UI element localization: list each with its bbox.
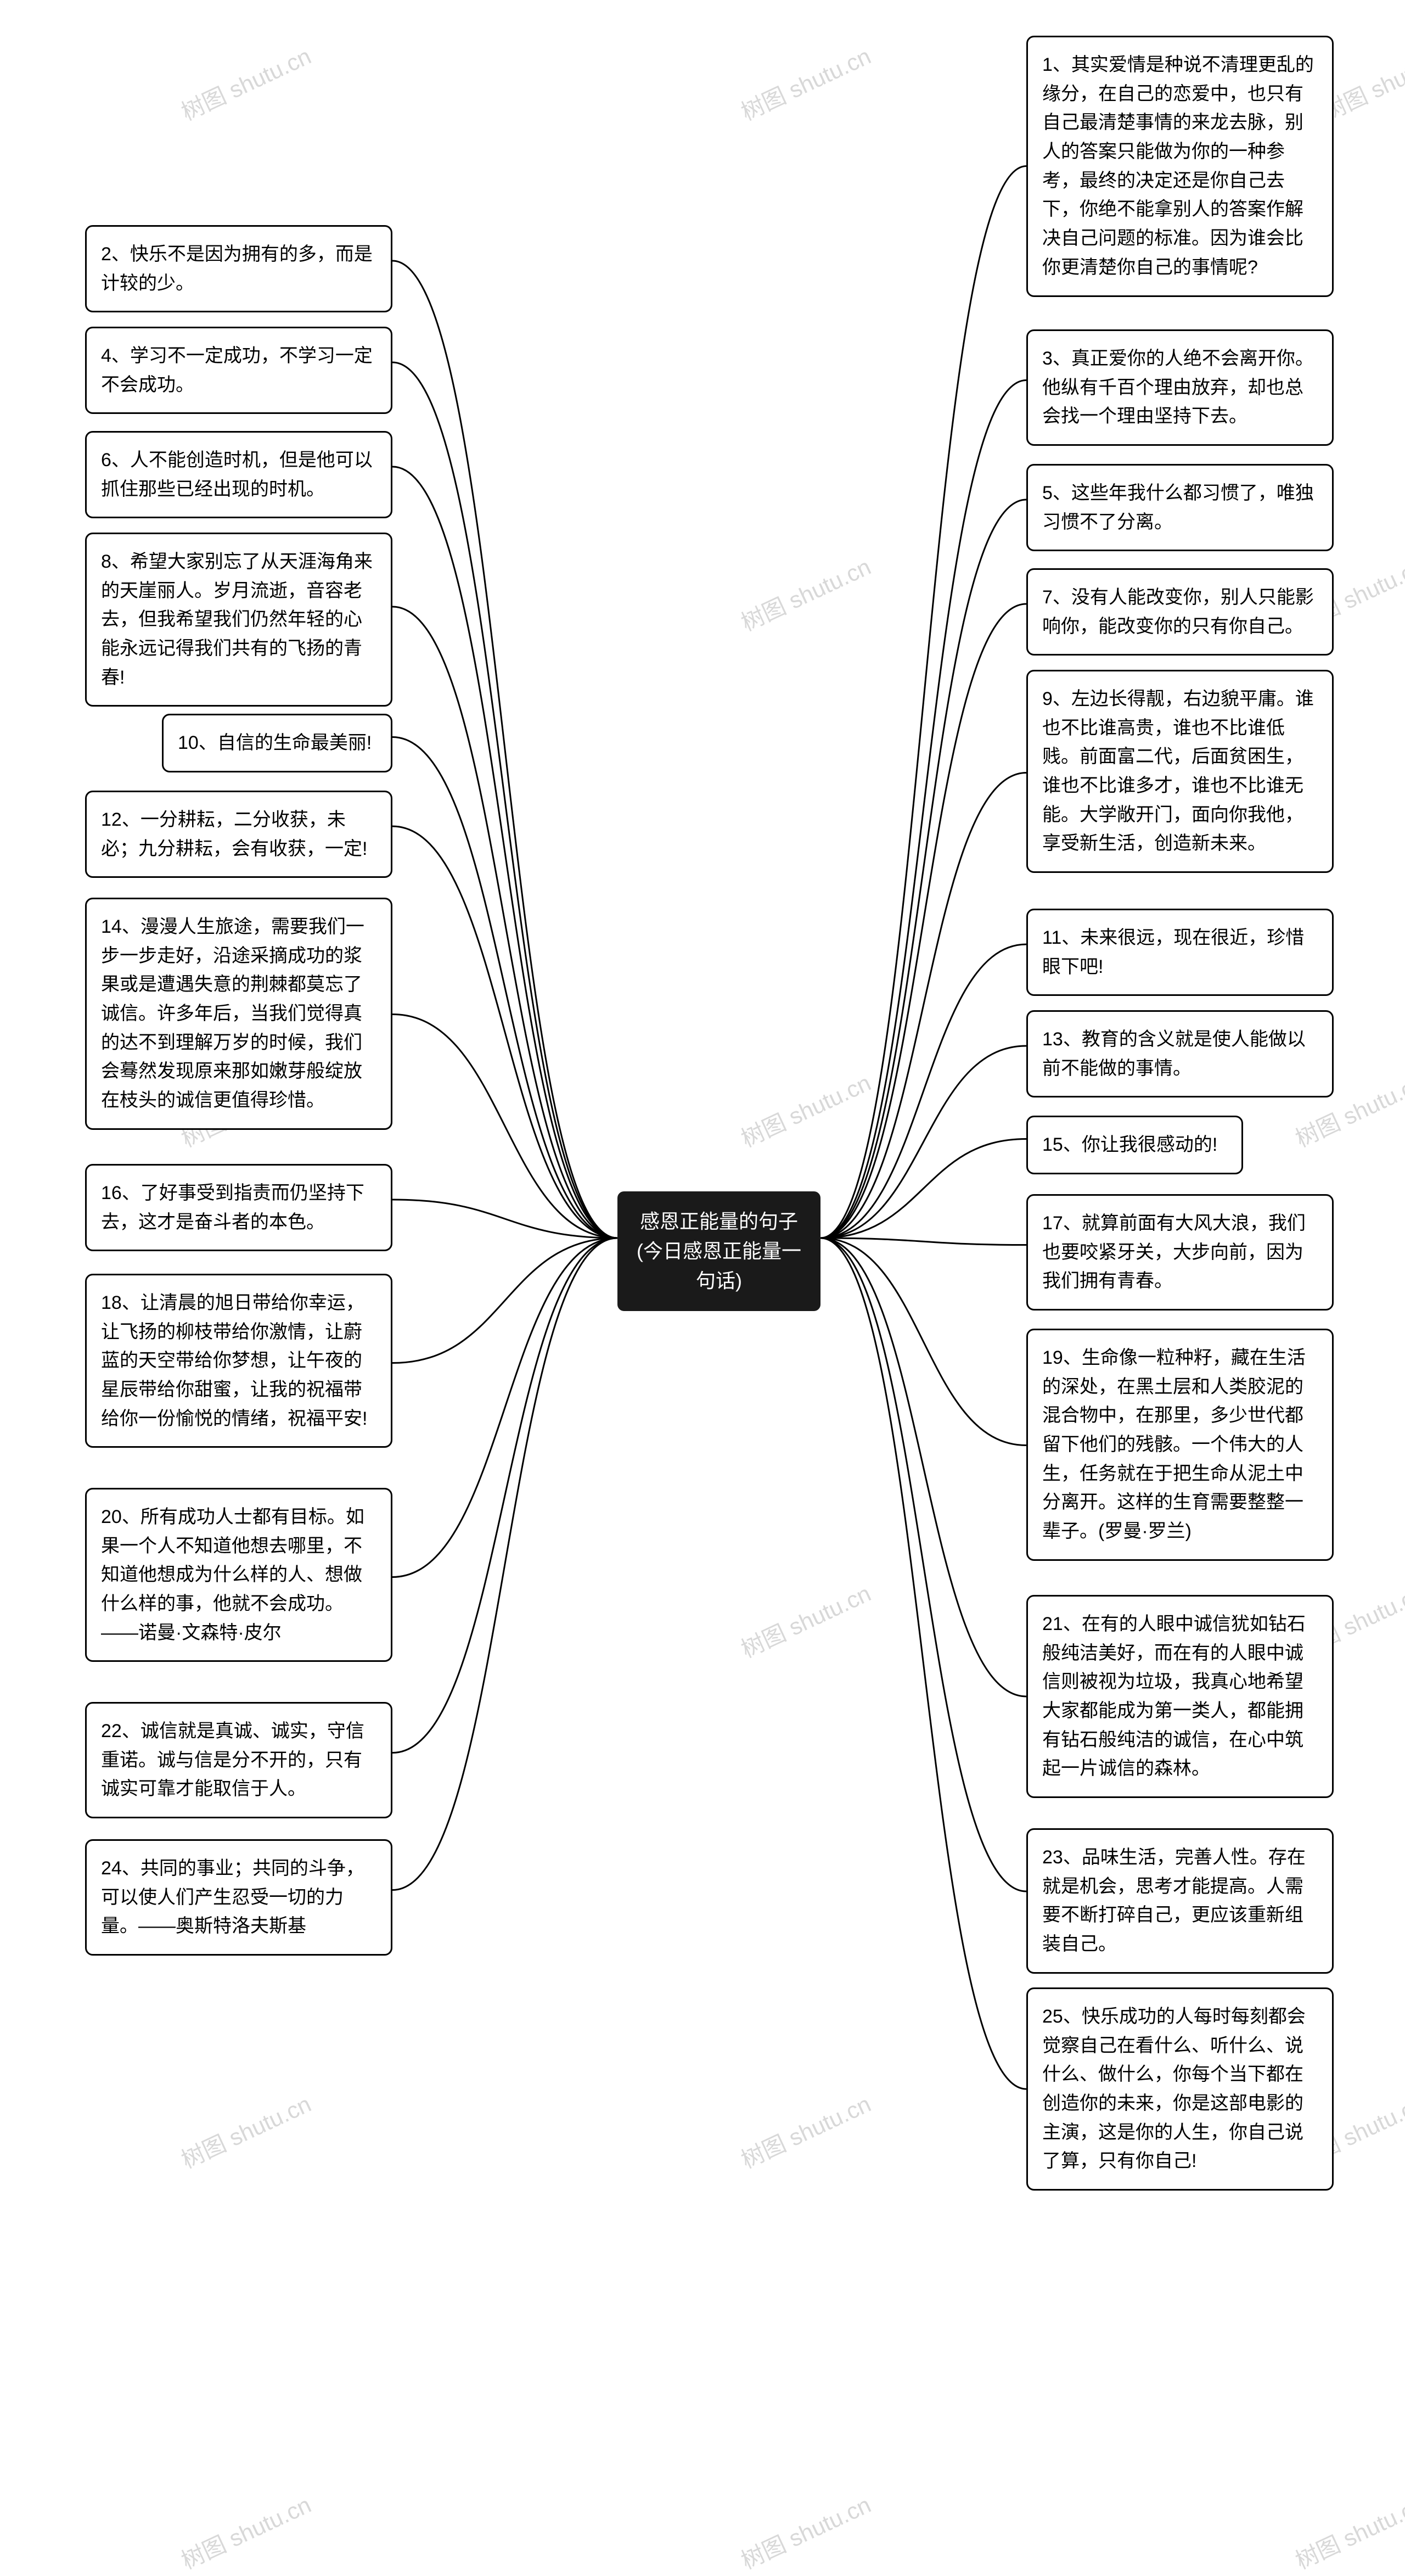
mindmap-leaf-19: 19、生命像一粒种籽，藏在生活的深处，在黑土层和人类胶泥的混合物中，在那里，多少… [1026,1329,1334,1561]
mindmap-leaf-10: 10、自信的生命最美丽! [162,714,392,772]
edge-1 [820,166,1026,1239]
leaf-text: 12、一分耕耘，二分收获，未必；九分耕耘，会有收获，一定! [101,809,367,859]
mindmap-leaf-8: 8、希望大家别忘了从天涯海角来的天崖丽人。岁月流逝，音容老去，但我希望我们仍然年… [85,533,392,707]
edge-8 [392,607,617,1238]
edge-3 [820,380,1026,1239]
leaf-text: 18、让清晨的旭日带给你幸运，让飞扬的柳枝带给你激情，让蔚蓝的天空带给你梦想，让… [101,1292,367,1429]
leaf-text: 25、快乐成功的人每时每刻都会觉察自己在看什么、听什么、说什么、做什么，你每个当… [1042,2006,1306,2171]
mindmap-leaf-21: 21、在有的人眼中诚信犹如钻石般纯洁美好，而在有的人眼中诚信则被视为垃圾，我真心… [1026,1595,1334,1798]
edge-20 [392,1238,617,1577]
mindmap-leaf-17: 17、就算前面有大风大浪，我们也要咬紧牙关，大步向前，因为我们拥有青春。 [1026,1194,1334,1311]
leaf-text: 3、真正爱你的人绝不会离开你。他纵有千百个理由放弃，却也总会找一个理由坚持下去。 [1042,348,1314,427]
leaf-text: 20、所有成功人士都有目标。如果一个人不知道他想去哪里，不知道他想成为什么样的人… [101,1507,364,1643]
mindmap-leaf-12: 12、一分耕耘，二分收获，未必；九分耕耘，会有收获，一定! [85,791,392,878]
mindmap-leaf-4: 4、学习不一定成功，不学习一定不会成功。 [85,327,392,414]
leaf-text: 15、你让我很感动的! [1042,1134,1217,1155]
mindmap-leaf-18: 18、让清晨的旭日带给你幸运，让飞扬的柳枝带给你激情，让蔚蓝的天空带给你梦想，让… [85,1274,392,1448]
edge-2 [392,261,617,1238]
mindmap-leaf-2: 2、快乐不是因为拥有的多，而是计较的少。 [85,225,392,312]
leaf-text: 9、左边长得靓，右边貌平庸。谁也不比谁高贵，谁也不比谁低贱。前面富二代，后面贫困… [1042,688,1314,854]
mindmap-center-node: 感恩正能量的句子(今日感恩正能量一句话) [617,1191,820,1311]
edge-23 [820,1238,1026,1891]
center-label: 感恩正能量的句子(今日感恩正能量一句话) [637,1210,801,1292]
leaf-text: 14、漫漫人生旅途，需要我们一步一步走好，沿途采摘成功的浆果或是遭遇失意的荆棘都… [101,916,364,1111]
mindmap-leaf-16: 16、了好事受到指责而仍坚持下去，这才是奋斗者的本色。 [85,1164,392,1251]
edge-6 [392,467,617,1238]
mindmap-leaf-23: 23、品味生活，完善人性。存在就是机会，思考才能提高。人需要不断打碎自己，更应该… [1026,1828,1334,1974]
leaf-text: 16、了好事受到指责而仍坚持下去，这才是奋斗者的本色。 [101,1183,364,1233]
edge-21 [820,1238,1026,1696]
leaf-text: 22、诚信就是真诚、诚实，守信重诺。诚与信是分不开的，只有诚实可靠才能取信于人。 [101,1721,364,1799]
mindmap-leaf-6: 6、人不能创造时机，但是他可以抓住那些已经出现的时机。 [85,431,392,518]
mindmap-leaf-20: 20、所有成功人士都有目标。如果一个人不知道他想去哪里，不知道他想成为什么样的人… [85,1488,392,1662]
leaf-text: 2、快乐不是因为拥有的多，而是计较的少。 [101,244,373,294]
edge-25 [820,1238,1026,2089]
edge-11 [820,944,1026,1238]
mindmap-leaf-15: 15、你让我很感动的! [1026,1116,1243,1174]
edge-22 [392,1238,617,1753]
edge-9 [820,773,1026,1239]
leaf-text: 4、学习不一定成功，不学习一定不会成功。 [101,345,373,395]
mindmap-leaf-24: 24、共同的事业；共同的斗争，可以使人们产生忍受一切的力量。——奥斯特洛夫斯基 [85,1839,392,1956]
leaf-text: 13、教育的含义就是使人能做以前不能做的事情。 [1042,1029,1306,1079]
leaf-text: 6、人不能创造时机，但是他可以抓住那些已经出现的时机。 [101,450,373,500]
mindmap-leaf-9: 9、左边长得靓，右边貌平庸。谁也不比谁高贵，谁也不比谁低贱。前面富二代，后面贫困… [1026,670,1334,873]
leaf-text: 24、共同的事业；共同的斗争，可以使人们产生忍受一切的力量。——奥斯特洛夫斯基 [101,1858,364,1936]
mindmap-leaf-13: 13、教育的含义就是使人能做以前不能做的事情。 [1026,1010,1334,1097]
leaf-text: 21、在有的人眼中诚信犹如钻石般纯洁美好，而在有的人眼中诚信则被视为垃圾，我真心… [1042,1614,1306,1779]
mindmap-leaf-5: 5、这些年我什么都习惯了，唯独习惯不了分离。 [1026,464,1334,551]
leaf-text: 7、没有人能改变你，别人只能影响你，能改变你的只有你自己。 [1042,587,1314,637]
edge-10 [392,737,617,1239]
mindmap-leaf-7: 7、没有人能改变你，别人只能影响你，能改变你的只有你自己。 [1026,568,1334,656]
leaf-text: 1、其实爱情是种说不清理更乱的缘分，在自己的恋爱中，也只有自己最清楚事情的来龙去… [1042,54,1314,278]
mindmap-leaf-3: 3、真正爱你的人绝不会离开你。他纵有千百个理由放弃，却也总会找一个理由坚持下去。 [1026,329,1334,446]
leaf-text: 11、未来很远，现在很近，珍惜眼下吧! [1042,927,1304,977]
leaf-text: 5、这些年我什么都习惯了，唯独习惯不了分离。 [1042,483,1314,533]
mindmap-leaf-11: 11、未来很远，现在很近，珍惜眼下吧! [1026,909,1334,996]
mindmap-leaf-14: 14、漫漫人生旅途，需要我们一步一步走好，沿途采摘成功的浆果或是遭遇失意的荆棘都… [85,898,392,1130]
edge-24 [392,1238,617,1890]
edge-17 [820,1238,1026,1245]
leaf-text: 10、自信的生命最美丽! [178,732,372,753]
mindmap-leaf-1: 1、其实爱情是种说不清理更乱的缘分，在自己的恋爱中，也只有自己最清楚事情的来龙去… [1026,36,1334,297]
leaf-text: 23、品味生活，完善人性。存在就是机会，思考才能提高。人需要不断打碎自己，更应该… [1042,1847,1306,1955]
edge-5 [820,500,1026,1238]
edge-12 [392,826,617,1238]
mindmap-leaf-25: 25、快乐成功的人每时每刻都会觉察自己在看什么、听什么、说什么、做什么，你每个当… [1026,1987,1334,2191]
mindmap-leaf-22: 22、诚信就是真诚、诚实，守信重诺。诚与信是分不开的，只有诚实可靠才能取信于人。 [85,1702,392,1818]
leaf-text: 17、就算前面有大风大浪，我们也要咬紧牙关，大步向前，因为我们拥有青春。 [1042,1213,1306,1291]
leaf-text: 8、希望大家别忘了从天涯海角来的天崖丽人。岁月流逝，音容老去，但我希望我们仍然年… [101,551,373,688]
leaf-text: 19、生命像一粒种籽，藏在生活的深处，在黑土层和人类胶泥的混合物中，在那里，多少… [1042,1347,1306,1542]
